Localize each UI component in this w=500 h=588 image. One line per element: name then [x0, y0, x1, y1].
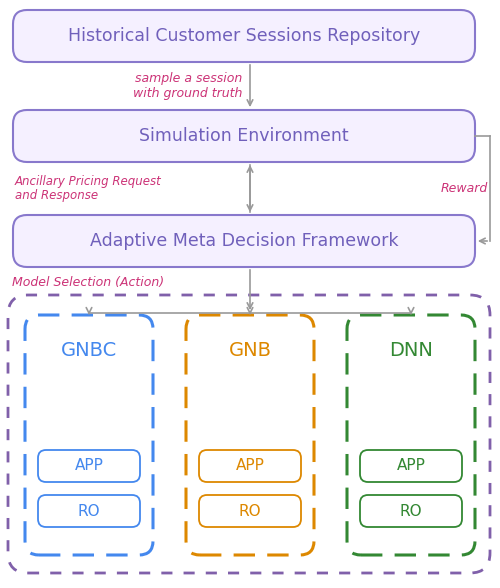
Text: RO: RO — [78, 503, 100, 519]
FancyBboxPatch shape — [13, 215, 475, 267]
Text: Ancillary Pricing Request
and Response: Ancillary Pricing Request and Response — [15, 175, 162, 202]
Text: Historical Customer Sessions Repository: Historical Customer Sessions Repository — [68, 27, 420, 45]
FancyBboxPatch shape — [38, 495, 140, 527]
Text: Reward: Reward — [441, 182, 488, 195]
Text: GNBC: GNBC — [61, 340, 117, 359]
Text: Model Selection (Action): Model Selection (Action) — [12, 276, 164, 289]
FancyBboxPatch shape — [360, 450, 462, 482]
Text: RO: RO — [400, 503, 422, 519]
FancyBboxPatch shape — [347, 315, 475, 555]
Text: GNB: GNB — [228, 340, 272, 359]
FancyBboxPatch shape — [8, 295, 490, 573]
FancyBboxPatch shape — [186, 315, 314, 555]
FancyBboxPatch shape — [13, 10, 475, 62]
Text: Adaptive Meta Decision Framework: Adaptive Meta Decision Framework — [90, 232, 398, 250]
FancyBboxPatch shape — [199, 495, 301, 527]
FancyBboxPatch shape — [25, 315, 153, 555]
Text: APP: APP — [74, 459, 104, 473]
Text: RO: RO — [238, 503, 262, 519]
Text: sample a session
with ground truth: sample a session with ground truth — [132, 72, 242, 100]
FancyBboxPatch shape — [360, 495, 462, 527]
FancyBboxPatch shape — [199, 450, 301, 482]
Text: APP: APP — [236, 459, 264, 473]
Text: APP: APP — [396, 459, 426, 473]
Text: Simulation Environment: Simulation Environment — [139, 127, 349, 145]
FancyBboxPatch shape — [38, 450, 140, 482]
Text: DNN: DNN — [389, 340, 433, 359]
FancyBboxPatch shape — [13, 110, 475, 162]
